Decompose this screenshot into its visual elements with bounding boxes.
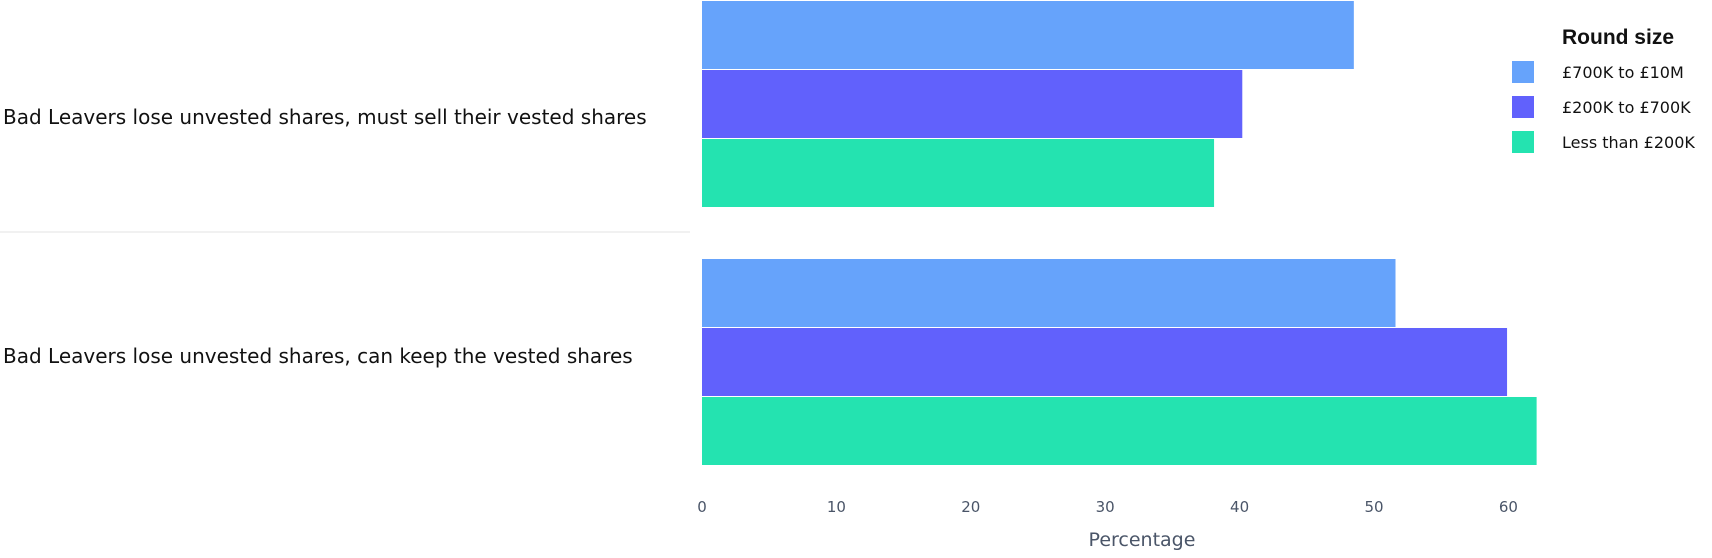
bar-0-1 xyxy=(702,70,1243,138)
x-tick-label-4: 40 xyxy=(1230,498,1249,516)
category-labels: Bad Leavers lose unvested shares, must s… xyxy=(3,105,647,368)
bar-0-0 xyxy=(702,1,1354,69)
x-tick-label-1: 10 xyxy=(827,498,846,516)
legend-label-1: £200K to £700K xyxy=(1562,98,1691,117)
category-label-1: Bad Leavers lose unvested shares, can ke… xyxy=(3,344,633,368)
x-tick-label-6: 60 xyxy=(1499,498,1518,516)
category-label-0: Bad Leavers lose unvested shares, must s… xyxy=(3,105,647,129)
legend-label-0: £700K to £10M xyxy=(1562,63,1684,82)
x-axis-title: Percentage xyxy=(1089,529,1196,551)
legend-swatch-0 xyxy=(1512,61,1534,83)
legend: Round size £700K to £10M £200K to £700K … xyxy=(1512,26,1695,153)
x-tick-label-0: 0 xyxy=(697,498,707,516)
x-tick-label-3: 30 xyxy=(1096,498,1115,516)
legend-title: Round size xyxy=(1562,26,1674,49)
legend-swatch-1 xyxy=(1512,96,1534,118)
legend-swatch-2 xyxy=(1512,131,1534,153)
x-tick-label-2: 20 xyxy=(961,498,980,516)
x-axis-ticks: 0 10 20 30 40 50 60 xyxy=(697,498,1518,516)
bar-1-0 xyxy=(702,259,1396,327)
bar-1-2 xyxy=(702,397,1537,465)
bar-1-1 xyxy=(702,328,1508,396)
bar-0-2 xyxy=(702,139,1215,207)
legend-label-2: Less than £200K xyxy=(1562,133,1695,152)
x-tick-label-5: 50 xyxy=(1364,498,1383,516)
bars xyxy=(702,1,1537,465)
